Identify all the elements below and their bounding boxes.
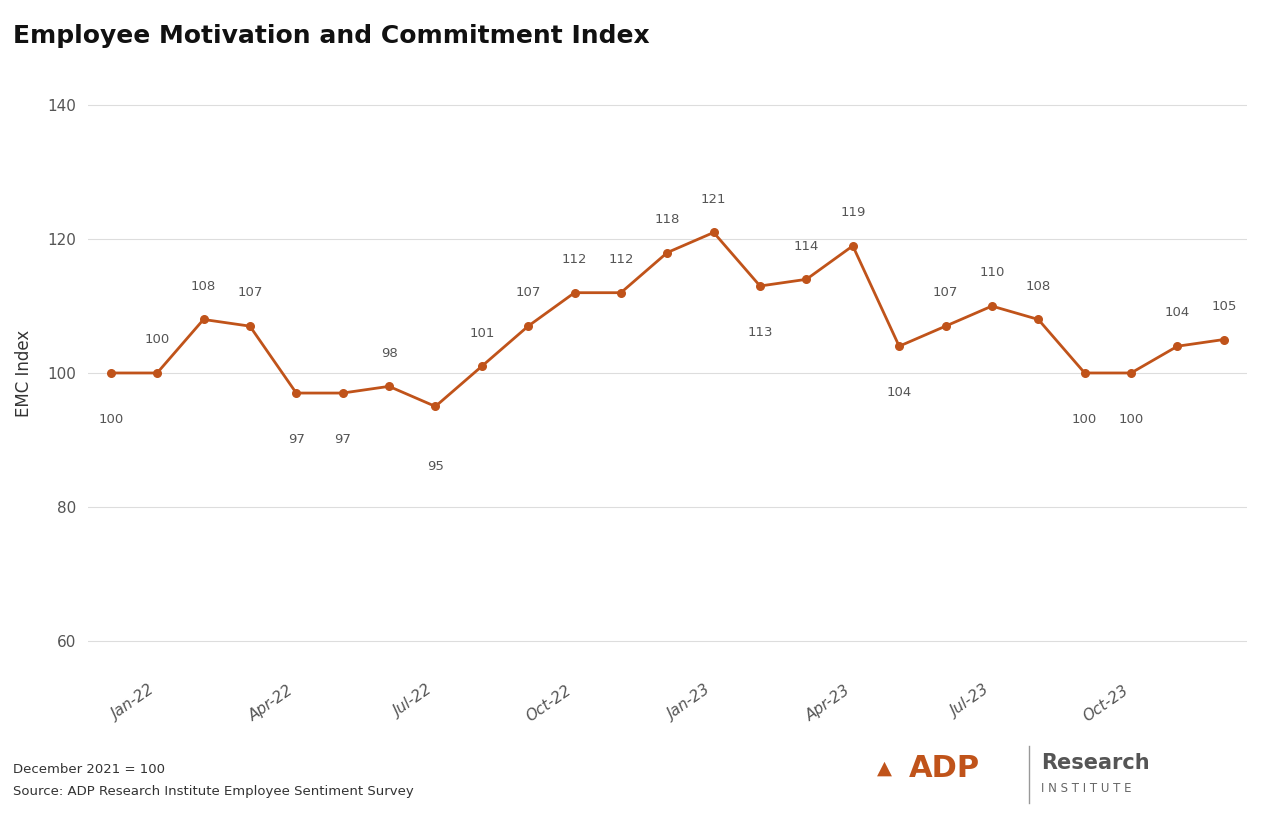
Text: Employee Motivation and Commitment Index: Employee Motivation and Commitment Index xyxy=(13,24,649,49)
Point xyxy=(796,273,817,286)
Point xyxy=(704,226,724,239)
Point xyxy=(519,320,539,333)
Point xyxy=(935,320,955,333)
Point xyxy=(982,299,1002,312)
Text: 97: 97 xyxy=(334,433,351,446)
Point xyxy=(1121,367,1141,380)
Text: 118: 118 xyxy=(655,213,680,226)
Point xyxy=(1214,333,1234,346)
Text: 98: 98 xyxy=(381,346,398,359)
Text: 108: 108 xyxy=(191,280,216,293)
Text: ADP: ADP xyxy=(909,754,979,783)
Text: 104: 104 xyxy=(1165,307,1190,320)
Text: 121: 121 xyxy=(700,193,727,206)
Text: Research: Research xyxy=(1041,753,1150,772)
Point xyxy=(240,320,260,333)
Text: I N S T I T U T E: I N S T I T U T E xyxy=(1041,782,1132,795)
Text: 113: 113 xyxy=(747,326,772,339)
Point xyxy=(750,280,770,293)
Text: Source: ADP Research Institute Employee Sentiment Survey: Source: ADP Research Institute Employee … xyxy=(13,785,414,798)
Text: 95: 95 xyxy=(427,460,444,473)
Point xyxy=(148,367,168,380)
Text: 112: 112 xyxy=(562,253,587,266)
Point xyxy=(193,313,213,326)
Point xyxy=(286,386,307,399)
Text: 105: 105 xyxy=(1212,300,1237,313)
Text: 107: 107 xyxy=(933,286,958,299)
Point xyxy=(101,367,121,380)
Text: 100: 100 xyxy=(145,333,170,346)
Point xyxy=(564,286,584,299)
Y-axis label: EMC Index: EMC Index xyxy=(15,329,33,416)
Point xyxy=(333,386,353,399)
Text: December 2021 = 100: December 2021 = 100 xyxy=(13,763,164,776)
Text: 97: 97 xyxy=(288,433,304,446)
Point xyxy=(379,380,399,393)
Text: 101: 101 xyxy=(469,327,495,340)
Point xyxy=(472,360,492,373)
Point xyxy=(1074,367,1094,380)
Text: 107: 107 xyxy=(515,286,541,299)
Text: ▲: ▲ xyxy=(877,759,892,778)
Text: 100: 100 xyxy=(98,413,124,426)
Text: 114: 114 xyxy=(794,240,819,253)
Text: 112: 112 xyxy=(608,253,634,266)
Point xyxy=(1167,340,1188,353)
Text: 100: 100 xyxy=(1071,413,1097,426)
Point xyxy=(658,246,678,259)
Point xyxy=(1029,313,1049,326)
Point xyxy=(843,239,863,252)
Point xyxy=(888,340,909,353)
Text: 108: 108 xyxy=(1026,280,1051,293)
Text: 119: 119 xyxy=(840,207,866,219)
Text: 100: 100 xyxy=(1118,413,1143,426)
Text: 110: 110 xyxy=(979,267,1005,280)
Point xyxy=(611,286,631,299)
Text: 104: 104 xyxy=(886,386,912,399)
Text: 107: 107 xyxy=(237,286,262,299)
Point xyxy=(425,400,445,413)
